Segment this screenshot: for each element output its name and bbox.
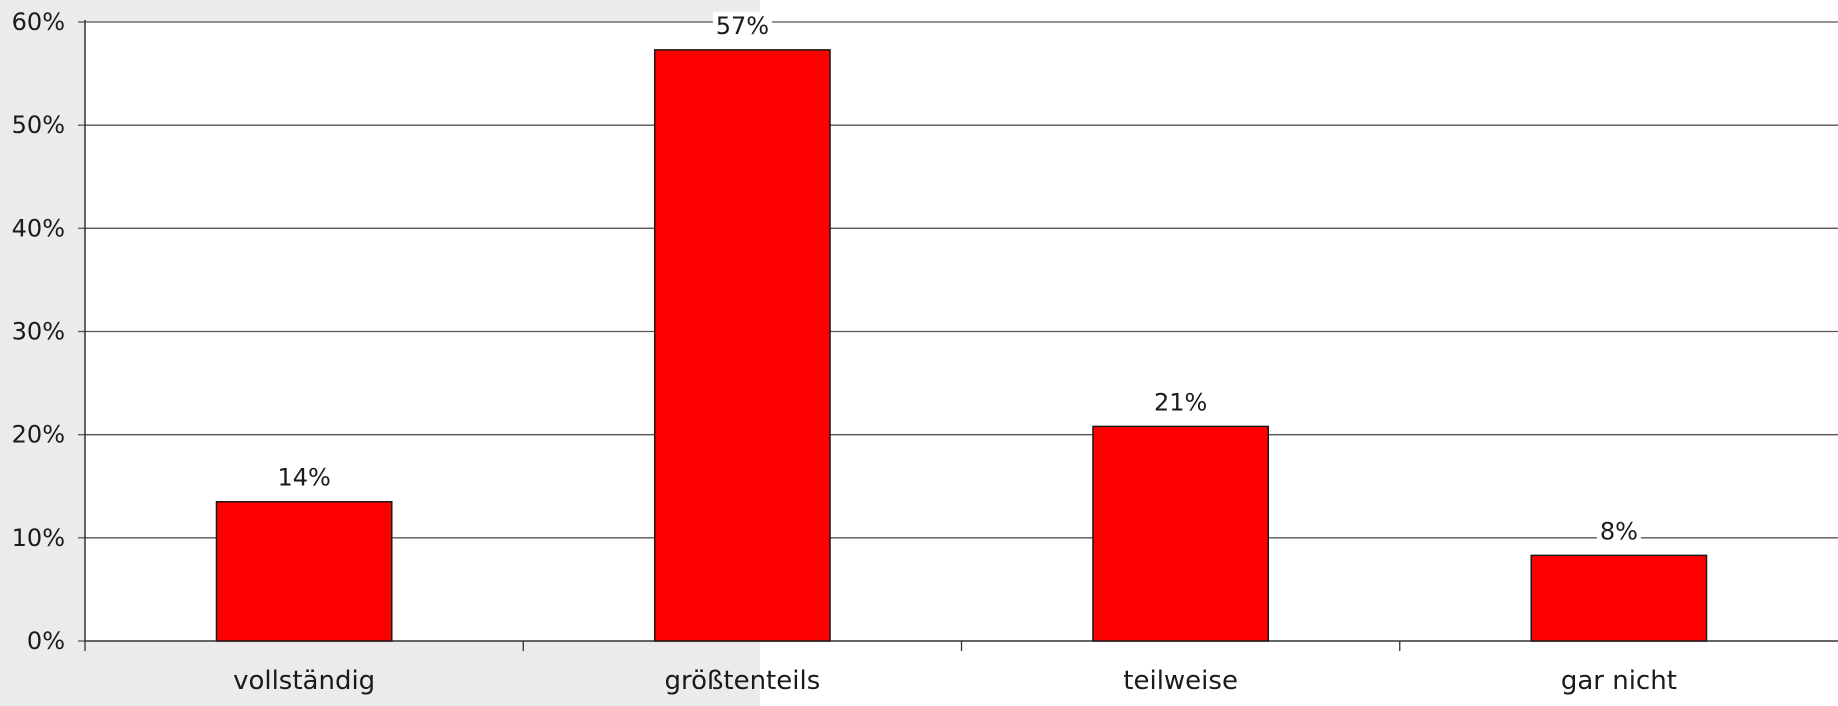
bar-4 xyxy=(1530,554,1708,642)
data-label-backing xyxy=(712,11,772,40)
bar-2 xyxy=(653,49,831,642)
y-tick-label: 60% xyxy=(12,8,65,36)
bar-3 xyxy=(1092,425,1270,642)
y-tick-label: 20% xyxy=(12,421,65,449)
data-label-backing xyxy=(1151,388,1211,417)
data-label: 14% xyxy=(277,464,330,492)
bar-1 xyxy=(215,500,393,642)
data-label: 21% xyxy=(1154,388,1207,416)
data-label: 57% xyxy=(716,12,769,40)
data-label: 8% xyxy=(1600,517,1638,545)
category-label: gar nicht xyxy=(1561,666,1677,696)
category-label: vollständig xyxy=(233,666,375,696)
category-label: größtenteils xyxy=(664,666,820,696)
y-tick-label: 50% xyxy=(12,111,65,139)
y-tick-label: 10% xyxy=(12,524,65,552)
y-tick-label: 30% xyxy=(12,318,65,346)
y-tick-label: 40% xyxy=(12,214,65,242)
y-tick-label: 0% xyxy=(27,627,65,655)
data-label-backing xyxy=(274,463,334,492)
category-label: teilweise xyxy=(1123,666,1238,696)
data-label-backing xyxy=(1596,517,1641,546)
